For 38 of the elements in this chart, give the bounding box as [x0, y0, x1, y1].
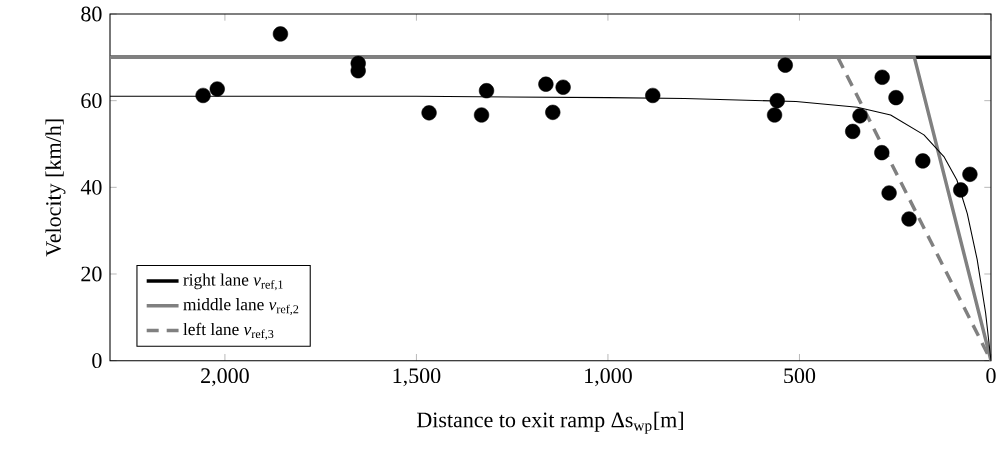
point — [777, 57, 793, 73]
y-tick-label: 0 — [92, 353, 102, 369]
point — [473, 107, 490, 123]
x-tick-label: 2,000 — [201, 368, 249, 387]
x-tick-label: 1,500 — [393, 368, 441, 387]
point — [845, 124, 861, 140]
x-axis-title: Distance to exit ramp Δs$_{wp}$[m] — [417, 412, 683, 435]
point — [881, 185, 897, 201]
legend-label: right lane v$_{ref,1}$ — [183, 273, 283, 291]
point — [209, 81, 225, 97]
point — [953, 182, 969, 198]
point — [901, 211, 917, 227]
point — [874, 69, 890, 86]
point — [915, 153, 931, 169]
y-tick-label: 60 — [81, 93, 102, 109]
y-tick-label: 80 — [81, 6, 102, 22]
point — [766, 107, 783, 123]
point — [538, 76, 554, 92]
point — [545, 104, 561, 121]
point — [852, 108, 868, 124]
legend-label: middle lane v$_{ref,2}$ — [183, 298, 299, 316]
point — [555, 79, 571, 96]
y-tick-label: 40 — [80, 180, 102, 195]
x-tick-label: 1,000 — [585, 368, 632, 387]
point — [421, 105, 437, 121]
point — [195, 88, 211, 104]
point — [888, 90, 904, 106]
point — [272, 26, 289, 42]
point — [962, 166, 978, 183]
point — [769, 93, 785, 109]
point — [874, 145, 890, 161]
x-tick-label: 500 — [784, 368, 816, 384]
legend-label: left lane v$_{ref,3}$ — [183, 322, 274, 341]
point — [645, 88, 661, 104]
x-tick-label: 0 — [986, 368, 996, 384]
y-axis-title: Velocity [km/h] — [45, 119, 66, 257]
y-tick-label: 20 — [81, 266, 102, 282]
point — [478, 83, 495, 99]
